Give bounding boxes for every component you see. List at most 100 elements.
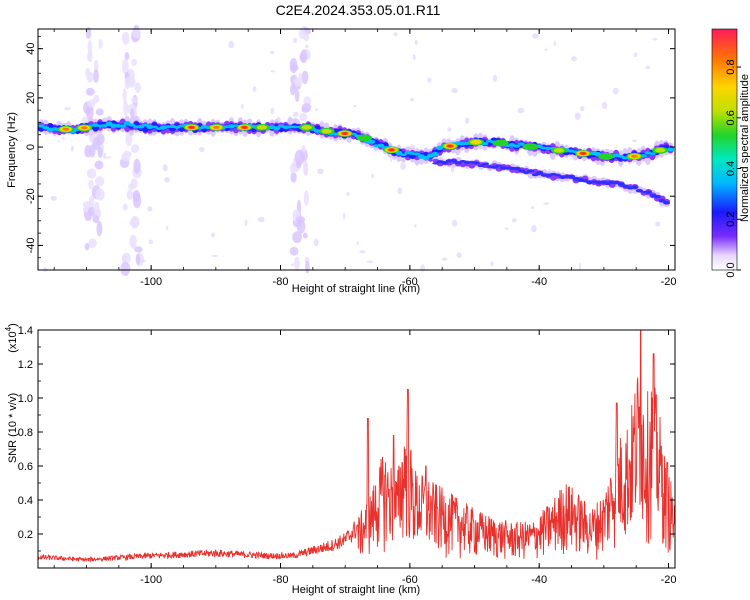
noise-speck-mark: [578, 262, 582, 270]
snr-scale-exponent: 4: [4, 326, 13, 331]
noise-streak-mark: [134, 246, 143, 253]
noise-speck-mark: [162, 164, 168, 172]
noise-speck-mark: [50, 195, 57, 201]
noise-speck-mark: [257, 216, 265, 223]
noise-speck-mark: [305, 44, 309, 49]
spectral-band-mark: [441, 160, 449, 165]
noise-speck-mark: [343, 212, 346, 220]
noise-streak-mark: [98, 39, 103, 50]
noise-streak-mark: [289, 246, 299, 256]
noise-speck-mark: [292, 111, 299, 118]
noise-streak-mark: [133, 158, 141, 174]
noise-speck-mark: [199, 146, 205, 153]
spectral-peak-mark: [301, 125, 312, 130]
spectral-peak-mark: [321, 128, 332, 134]
x-tick-label: -40: [531, 574, 547, 586]
spectral-peak-mark: [492, 139, 509, 147]
noise-streak-mark: [87, 51, 92, 62]
spectral-band-mark: [450, 158, 458, 163]
noise-streak-mark: [95, 188, 105, 201]
figure-title: C2E4.2024.353.05.01.R11: [276, 2, 441, 18]
spectral-peak-mark: [522, 143, 539, 151]
spectral-peak-mark: [580, 152, 586, 155]
noise-streak-mark: [85, 27, 92, 39]
noise-streak-mark: [122, 88, 127, 103]
spectral-band-mark: [518, 169, 526, 173]
spectral-peak-mark: [553, 148, 565, 153]
noise-streak-mark: [89, 144, 96, 158]
noise-speck-mark: [397, 187, 403, 195]
noise-streak-mark: [85, 87, 95, 96]
snr-y-axis-label: SNR (10 * v/v): [7, 393, 19, 463]
noise-speck-mark: [270, 70, 276, 73]
noise-streak-mark: [95, 176, 105, 187]
y-tick-label: 40: [25, 43, 37, 55]
noise-speck-mark: [106, 156, 112, 159]
noise-streak-mark: [121, 152, 131, 162]
spectral-band-mark: [431, 151, 439, 157]
x-tick-label: -60: [402, 574, 418, 586]
spectral-band-mark: [666, 147, 674, 152]
x-tick-label: -80: [273, 276, 289, 288]
noise-speck-mark: [353, 104, 357, 108]
spectral-peak-mark: [631, 154, 638, 158]
noise-streak-mark: [294, 256, 300, 271]
noise-speck-mark: [464, 117, 470, 124]
spectral-band-mark: [150, 125, 158, 129]
colorbar-tick-label: 0.8: [725, 59, 737, 74]
y-tick-label: 0.4: [18, 495, 33, 507]
noise-speck-mark: [652, 38, 658, 41]
noise-streak-mark: [93, 94, 100, 103]
y-tick-label: 1.2: [18, 359, 33, 371]
spectral-band-mark: [482, 162, 490, 166]
noise-speck-mark: [241, 103, 244, 110]
noise-streak-mark: [88, 179, 94, 189]
noise-streak-mark: [124, 52, 130, 61]
spectrogram-x-axis-label: Height of straight line (km): [292, 283, 420, 295]
spectral-band-mark: [377, 143, 385, 148]
noise-streak-mark: [289, 163, 297, 174]
noise-streak-mark: [293, 76, 301, 87]
noise-speck-mark: [166, 225, 169, 231]
noise-streak-mark: [121, 31, 130, 45]
spectral-band-mark: [128, 123, 136, 127]
noise-speck-mark: [451, 88, 458, 94]
noise-streak-mark: [290, 171, 297, 183]
noise-speck-mark: [532, 33, 539, 39]
noise-streak-mark: [84, 243, 90, 251]
noise-streak-mark: [121, 58, 129, 75]
y-tick-label: 0.6: [18, 461, 33, 473]
noise-streak-mark: [299, 112, 308, 121]
colorbar-ticks: 0.0 0.2 0.4 0.6 0.8: [725, 59, 741, 278]
x-tick-label: -100: [140, 574, 162, 586]
y-tick-label: -40: [25, 237, 37, 253]
noise-speck-mark: [571, 56, 577, 62]
x-tick-label: -80: [273, 574, 289, 586]
noise-streak-mark: [303, 32, 310, 42]
snr-series-line: [37, 329, 676, 563]
noise-streak-mark: [130, 178, 138, 189]
noise-streak-mark: [93, 137, 101, 151]
noise-streak-mark: [93, 201, 100, 216]
noise-streak-mark: [82, 201, 92, 208]
noise-speck-mark: [543, 202, 550, 205]
spectral-band-mark: [658, 198, 666, 203]
y-tick-label: 0.8: [18, 427, 33, 439]
noise-speck-mark: [441, 257, 448, 261]
colorbar: 0.0 0.2 0.4 0.6 0.8 Normalized spectral ampl…: [711, 28, 750, 278]
noise-streak-mark: [124, 76, 135, 86]
noise-speck-mark: [601, 101, 608, 110]
noise-streak-mark: [87, 39, 93, 55]
noise-speck-mark: [427, 77, 432, 83]
noise-speck-mark: [270, 107, 274, 115]
noise-streak-mark: [96, 220, 103, 237]
noise-speck-mark: [164, 177, 171, 183]
spectral-band-mark: [513, 144, 521, 148]
noise-speck-mark: [210, 232, 216, 238]
noise-streak-mark: [123, 100, 129, 117]
spectral-peak-mark: [188, 126, 195, 129]
noise-speck-mark: [447, 127, 452, 133]
noise-speck-mark: [64, 106, 71, 111]
noise-speck-mark: [655, 221, 661, 227]
spectral-peak-mark: [447, 144, 453, 148]
